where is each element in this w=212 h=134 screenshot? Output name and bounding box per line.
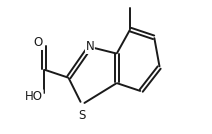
Text: S: S <box>78 109 86 122</box>
Text: HO: HO <box>25 90 43 103</box>
Text: O: O <box>34 36 43 49</box>
Text: HO: HO <box>25 90 43 103</box>
Text: O: O <box>34 36 43 49</box>
Text: F: F <box>127 0 133 3</box>
Text: F: F <box>127 0 133 3</box>
Text: N: N <box>86 40 94 53</box>
Text: S: S <box>78 109 86 122</box>
Text: N: N <box>86 40 94 53</box>
